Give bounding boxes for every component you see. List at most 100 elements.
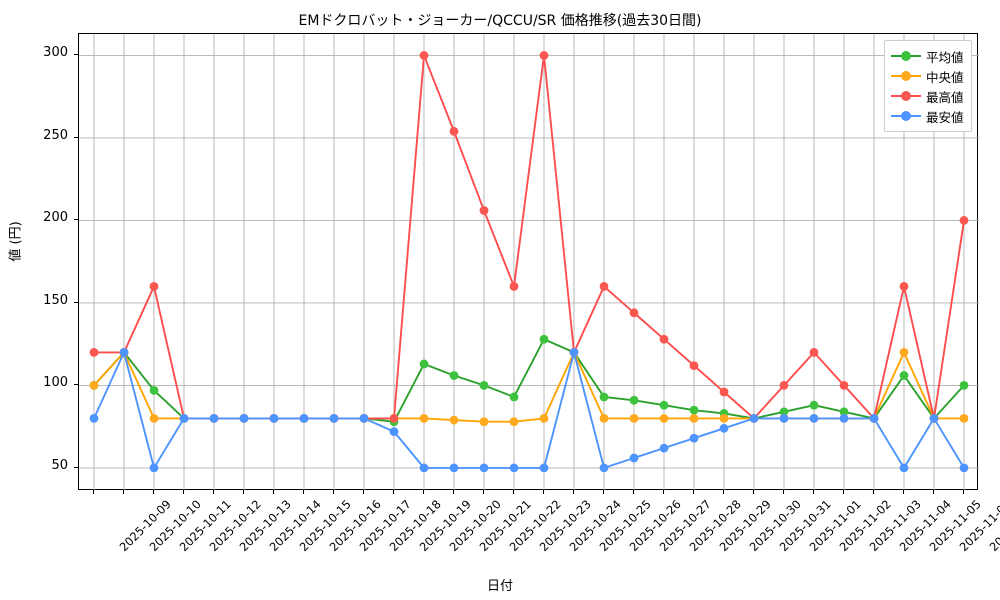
data-point <box>509 463 519 473</box>
data-point <box>689 414 699 423</box>
data-point <box>659 400 669 410</box>
legend-label: 最高値 <box>926 89 964 105</box>
data-point <box>659 414 669 423</box>
data-point <box>449 463 459 473</box>
data-point <box>899 348 909 357</box>
data-point <box>389 427 399 437</box>
data-point <box>599 414 609 423</box>
data-point <box>449 415 459 425</box>
legend-swatch-icon <box>891 109 921 123</box>
x-tick-mark <box>963 490 964 494</box>
x-tick-mark <box>453 490 454 494</box>
x-tick-mark <box>513 490 514 494</box>
data-point <box>659 443 669 453</box>
series-lines <box>93 54 965 469</box>
chart-canvas <box>79 34 979 491</box>
data-point <box>719 387 729 397</box>
data-point <box>629 453 639 463</box>
data-point <box>209 414 219 423</box>
series-markers <box>89 51 969 473</box>
data-point <box>179 414 189 423</box>
data-point <box>629 395 639 405</box>
data-point <box>869 414 879 423</box>
y-tick-mark <box>74 136 78 138</box>
x-tick-mark <box>663 490 664 494</box>
data-point <box>809 414 819 423</box>
data-point <box>149 463 159 473</box>
data-point <box>329 414 339 423</box>
y-tick-mark <box>74 384 78 386</box>
data-point <box>509 392 519 402</box>
data-point <box>389 414 399 423</box>
data-point <box>239 414 249 423</box>
x-axis-label: 日付 <box>486 579 513 594</box>
x-tick-mark <box>843 490 844 494</box>
legend-item-1[interactable]: 中央値 <box>891 66 964 86</box>
data-point <box>629 414 639 423</box>
legend-item-2[interactable]: 最高値 <box>891 86 964 106</box>
data-point <box>689 433 699 443</box>
data-point <box>149 282 159 291</box>
legend-swatch-icon <box>891 89 921 103</box>
y-tick-mark <box>74 466 78 468</box>
data-point <box>479 417 489 427</box>
legend-item-0[interactable]: 平均値 <box>891 46 964 66</box>
data-point <box>689 361 699 371</box>
data-point <box>749 414 759 423</box>
x-tick-mark <box>903 490 904 494</box>
data-point <box>89 348 99 357</box>
data-point <box>359 414 369 423</box>
x-tick-mark <box>273 490 274 494</box>
y-tick-mark <box>74 219 78 221</box>
data-point <box>89 414 99 423</box>
plot-area <box>78 33 979 491</box>
data-point <box>899 371 909 380</box>
data-point <box>539 334 549 344</box>
data-point <box>569 348 579 357</box>
data-point <box>839 407 849 417</box>
data-point <box>959 414 969 423</box>
data-point <box>719 414 729 423</box>
y-tick-mark <box>74 54 78 56</box>
series-line-1 <box>93 351 965 423</box>
x-tick-mark <box>93 490 94 494</box>
data-point <box>689 405 699 415</box>
data-point <box>509 282 519 291</box>
data-point <box>719 423 729 433</box>
x-tick-mark <box>933 490 934 494</box>
y-tick-label: 250 <box>43 127 68 143</box>
series-line-2 <box>93 54 965 420</box>
x-tick-mark <box>303 490 304 494</box>
x-tick-mark <box>423 490 424 494</box>
legend-label: 中央値 <box>926 69 964 85</box>
data-point <box>599 282 609 291</box>
data-point <box>779 414 789 423</box>
x-tick-mark <box>243 490 244 494</box>
data-point <box>959 216 969 225</box>
y-axis-label: 値 (円) <box>8 221 24 262</box>
x-tick-mark <box>783 490 784 494</box>
data-point <box>419 51 429 60</box>
page-title: EMドクロバット・ジョーカー/QCCU/SR 価格推移(過去30日間) <box>298 13 702 29</box>
x-tick-mark <box>153 490 154 494</box>
data-point <box>299 414 309 423</box>
y-tick-mark <box>74 301 78 303</box>
data-point <box>809 348 819 357</box>
data-point <box>899 463 909 473</box>
data-point <box>599 392 609 402</box>
x-tick-mark <box>363 490 364 494</box>
x-tick-mark <box>213 490 214 494</box>
data-point <box>449 126 459 136</box>
legend-item-3[interactable]: 最安値 <box>891 106 964 126</box>
data-point <box>419 414 429 423</box>
data-point <box>959 463 969 473</box>
data-point <box>839 381 849 390</box>
data-point <box>779 381 789 390</box>
x-tick-mark <box>123 490 124 494</box>
x-tick-mark <box>183 490 184 494</box>
x-tick-mark <box>543 490 544 494</box>
x-tick-mark <box>723 490 724 494</box>
data-point <box>479 206 489 215</box>
y-tick-label: 50 <box>51 457 68 473</box>
